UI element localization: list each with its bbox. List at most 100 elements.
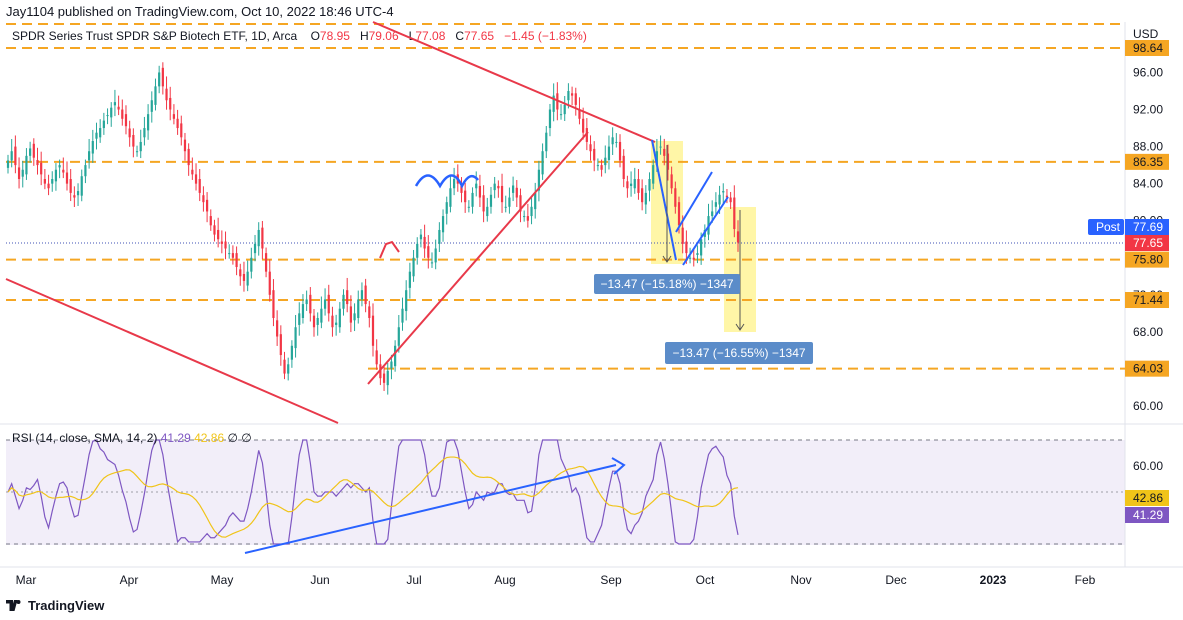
candle-body <box>652 165 655 184</box>
candle-body <box>530 206 533 217</box>
candle-body <box>250 257 253 272</box>
price-tick-label: 92.00 <box>1133 103 1163 117</box>
candle-body <box>563 104 566 115</box>
candle-body <box>6 160 10 168</box>
time-tick-label: Dec <box>885 573 906 587</box>
candle-body <box>541 151 544 175</box>
candle-body <box>582 118 585 133</box>
candle-body <box>124 114 128 127</box>
candle-body <box>382 373 386 383</box>
price-tick-label: 88.00 <box>1133 140 1163 154</box>
candle-body <box>298 313 301 325</box>
candle-body <box>607 146 611 161</box>
rsi-title[interactable]: RSI (14, close, SMA, 14, 2) <box>12 431 158 445</box>
candle-body <box>213 225 216 235</box>
candle-body <box>412 257 415 277</box>
candle-body <box>176 118 179 129</box>
candle-body <box>618 141 622 161</box>
candle-body <box>423 236 426 249</box>
time-tick-label: Jun <box>310 573 329 587</box>
candle-body <box>574 93 577 105</box>
candle-body <box>209 216 212 226</box>
candle-body <box>51 179 54 184</box>
candle-body <box>43 179 46 184</box>
candle-body <box>696 253 699 255</box>
candle-body <box>154 86 157 105</box>
time-tick-label: 2023 <box>980 573 1007 587</box>
candle-body <box>320 308 323 323</box>
lower-channel-line <box>5 278 339 424</box>
measure-label-1-bg <box>594 274 740 294</box>
candle-body <box>475 183 478 189</box>
candle-body <box>283 359 286 374</box>
candle-body <box>253 243 257 254</box>
candle-body <box>534 192 537 210</box>
candle-body <box>559 114 563 116</box>
level-badge: 86.35 <box>1133 155 1163 169</box>
footer-brand-text: TradingView <box>28 598 105 613</box>
post-badge: Post <box>1096 220 1121 234</box>
candle-body <box>323 299 327 309</box>
candle-body <box>615 141 618 143</box>
candle-body <box>489 194 493 207</box>
candle-body <box>482 195 485 212</box>
candle-body <box>268 271 271 295</box>
rsi-value-badge: 41.29 <box>1133 508 1163 522</box>
candle-body <box>567 90 570 101</box>
candle-body <box>729 197 732 203</box>
price-tick-label: 68.00 <box>1133 325 1163 339</box>
candle-body <box>460 185 463 193</box>
candle-body <box>500 185 504 203</box>
rsi-sma-badge-bg <box>1125 490 1169 506</box>
candle-body <box>158 72 161 87</box>
candle-body <box>73 195 76 198</box>
candle-body <box>128 128 131 138</box>
candle-body <box>309 294 312 314</box>
candle-body <box>25 155 28 175</box>
candle-body <box>62 169 65 173</box>
candle-body <box>659 146 662 148</box>
level-badge: 98.64 <box>1133 41 1163 55</box>
candle-body <box>239 269 242 277</box>
triple-top-curve <box>414 174 479 189</box>
candle-body <box>637 179 640 193</box>
level-badge-bg <box>1125 251 1169 268</box>
candle-body <box>135 151 139 153</box>
candle-body <box>14 146 17 166</box>
candle-body <box>10 151 13 161</box>
candle-body <box>453 179 456 189</box>
candle-body <box>471 192 474 207</box>
candle-body <box>578 109 581 119</box>
low-value: 77.08 <box>415 29 446 43</box>
candle-body <box>88 151 91 161</box>
level-badge: 64.03 <box>1133 362 1163 376</box>
candle-body <box>327 294 330 314</box>
post-price-badge: 77.69 <box>1133 220 1163 234</box>
post-badge-bg <box>1088 219 1124 235</box>
symbol-name[interactable]: SPDR Series Trust SPDR S&P Biotech ETF, … <box>12 29 298 43</box>
candle-body <box>294 327 297 349</box>
candle-body <box>438 229 441 244</box>
candle-body <box>235 253 238 268</box>
level-badge-bg <box>1125 360 1169 377</box>
candle-body <box>600 165 603 170</box>
candle-body <box>670 174 673 189</box>
candle-body <box>394 345 397 367</box>
candle-body <box>242 273 246 281</box>
candle-body <box>246 271 249 286</box>
candle-body <box>508 197 511 207</box>
candle-body <box>29 148 32 156</box>
candle-body <box>371 315 375 346</box>
price-tick-label: 60.00 <box>1133 399 1163 413</box>
candle-body <box>718 194 721 205</box>
candle-body <box>84 165 87 177</box>
candle-body <box>106 115 109 117</box>
rsi-sma-badge: 42.86 <box>1133 491 1163 505</box>
wedge-lower-line <box>682 196 729 266</box>
candle-body <box>401 308 404 323</box>
time-tick-label: Apr <box>120 573 139 587</box>
candle-body <box>202 195 205 203</box>
candle-body <box>589 144 592 152</box>
rsi-axis-60: 60.00 <box>1133 459 1163 473</box>
